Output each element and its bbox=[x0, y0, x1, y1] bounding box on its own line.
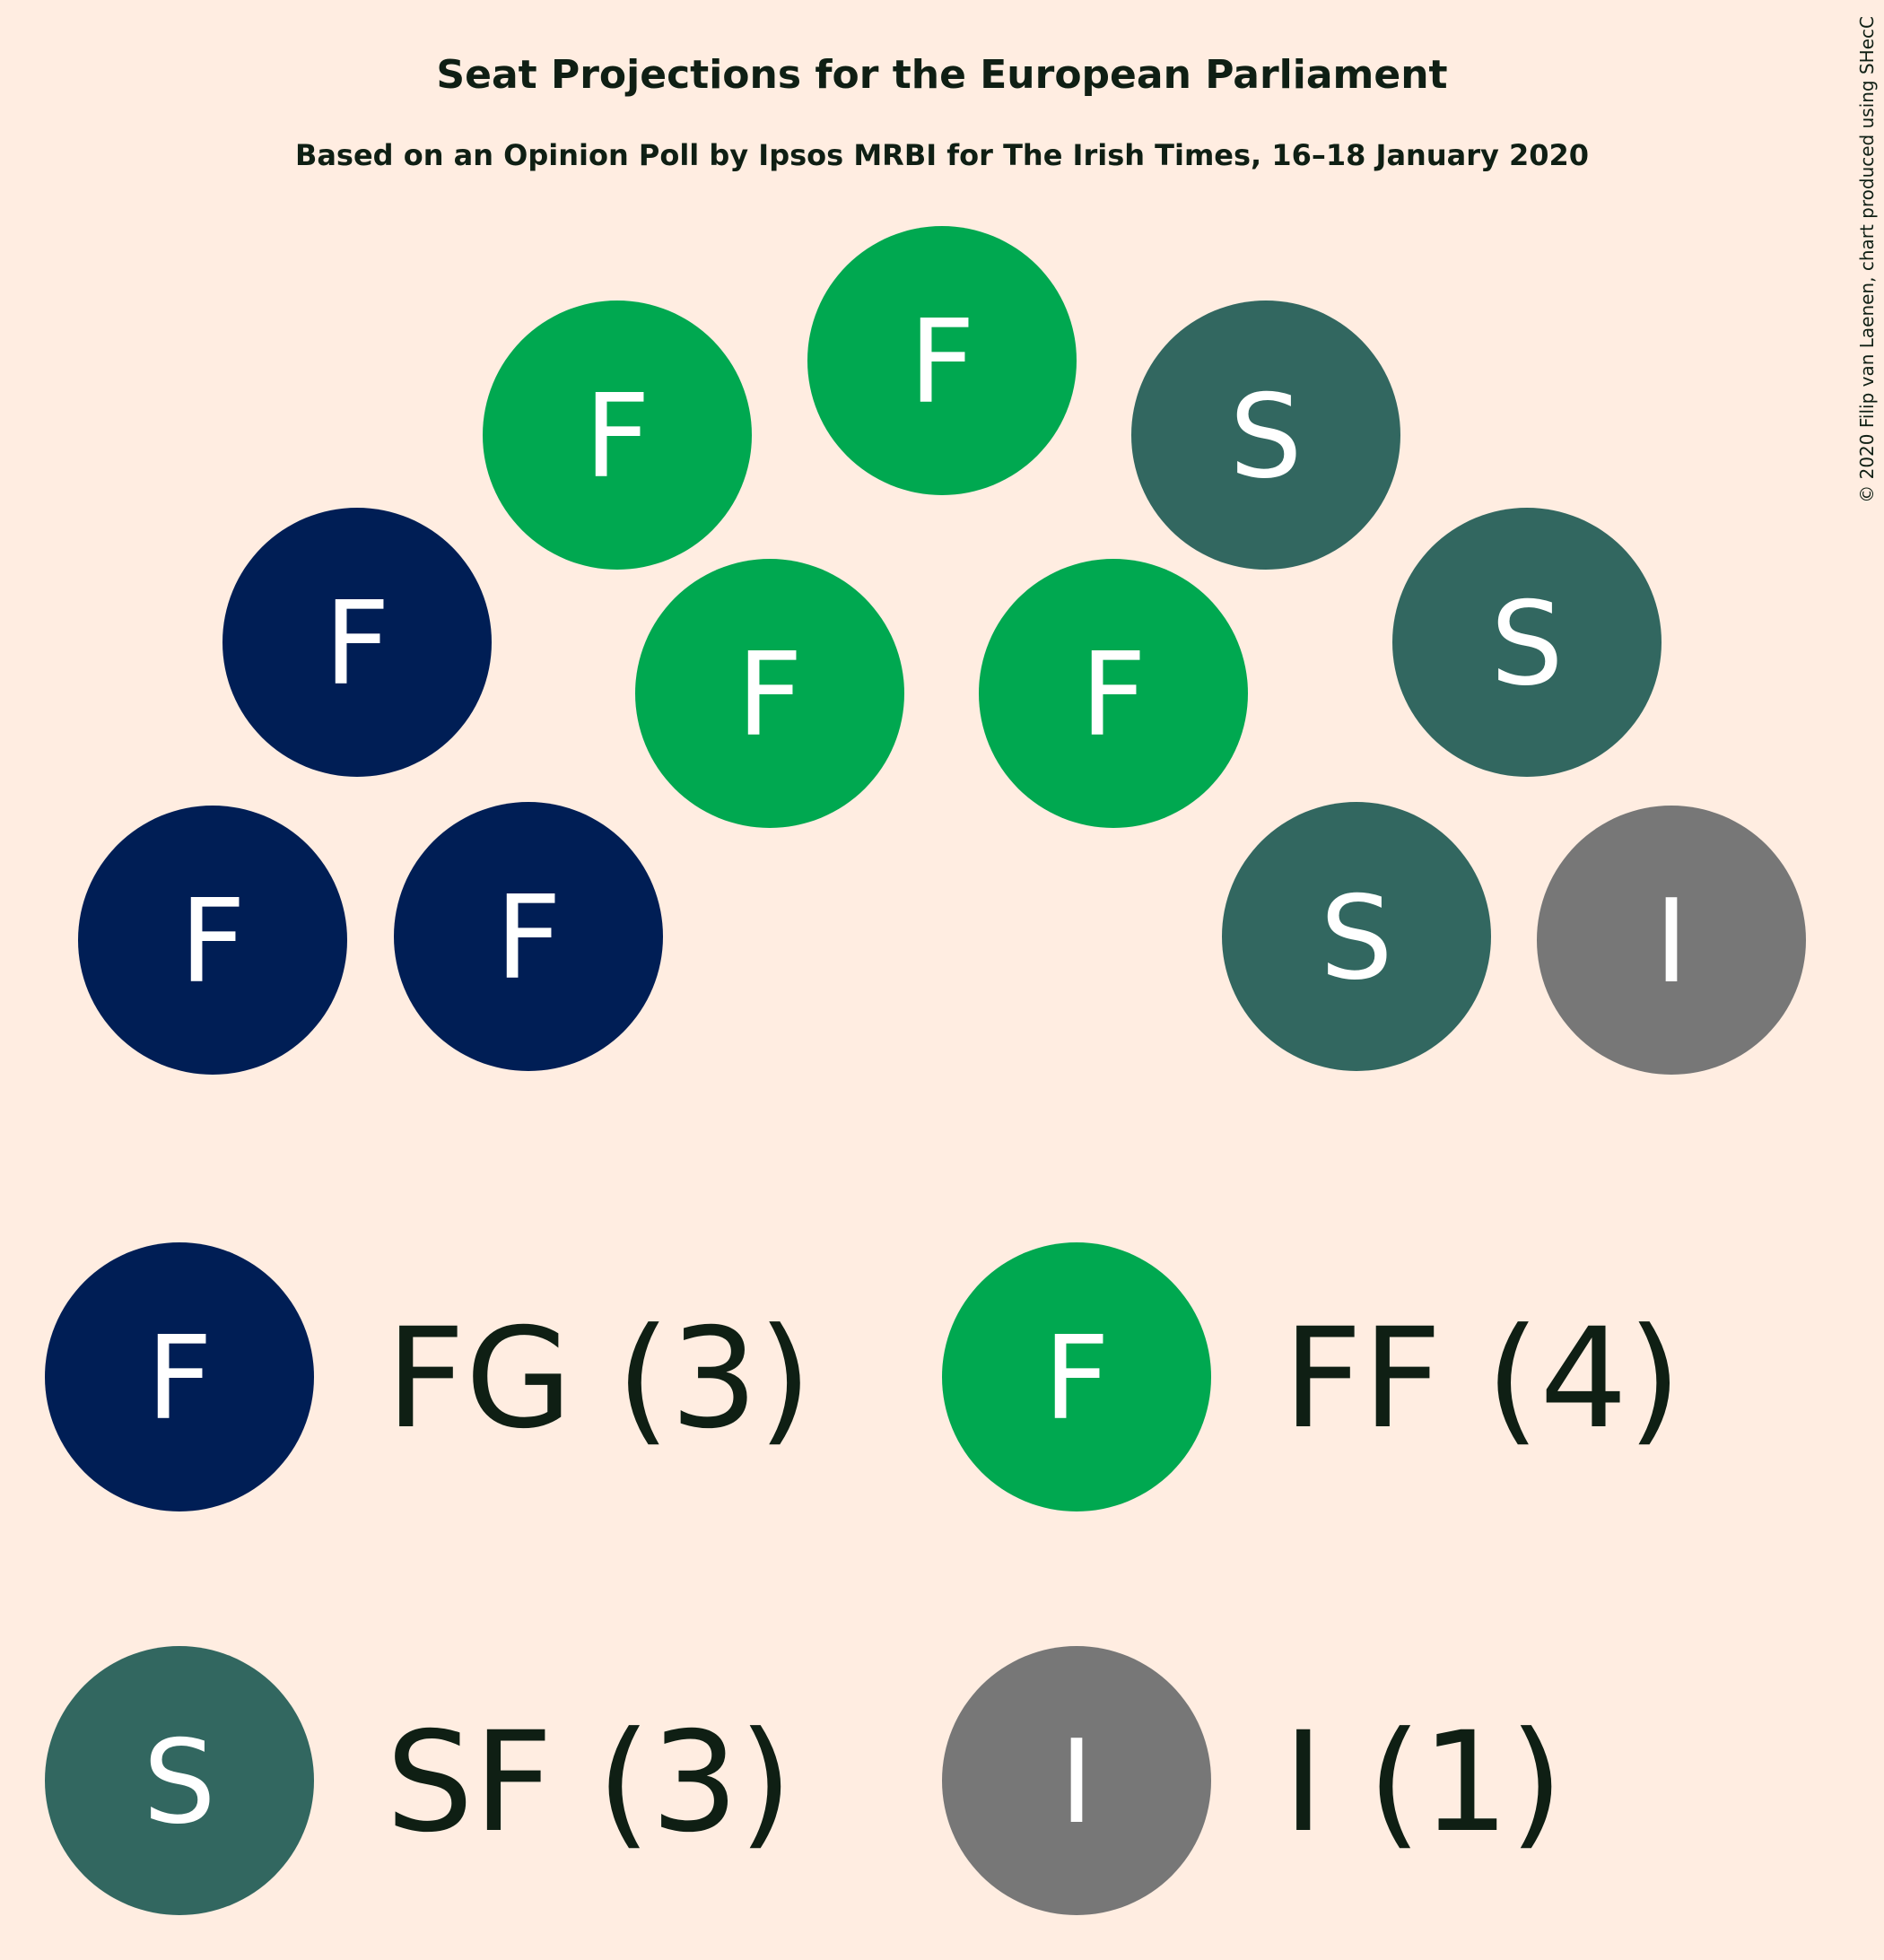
legend-label-sf: SF (3) bbox=[386, 1703, 792, 1863]
seat-letter-ff-4: F bbox=[584, 370, 650, 504]
seat-fg-1 bbox=[78, 806, 347, 1075]
seat-ff-6 bbox=[807, 226, 1077, 495]
legend: F FG (3) F FF (4) S SF (3) I I (1) bbox=[45, 1242, 1681, 1915]
seat-letter-sf-9: S bbox=[1490, 578, 1563, 711]
seat-ff-4 bbox=[483, 301, 752, 570]
seat-sf-8 bbox=[1131, 301, 1400, 570]
seat-letter-fg-1: F bbox=[179, 875, 246, 1009]
legend-letter-sf: S bbox=[143, 1716, 215, 1850]
seat-sf-10 bbox=[1222, 802, 1491, 1071]
seat-letter-ff-7: F bbox=[1080, 629, 1147, 762]
chart-subtitle: Based on an Opinion Poll by Ipsos MRBI f… bbox=[295, 138, 1589, 172]
legend-letter-i: I bbox=[1060, 1716, 1094, 1850]
legend-swatch-i bbox=[942, 1646, 1211, 1915]
seat-ff-7 bbox=[979, 559, 1248, 828]
seat-letter-sf-10: S bbox=[1320, 872, 1392, 1006]
legend-letter-fg: F bbox=[146, 1312, 213, 1446]
seat-letter-sf-8: S bbox=[1229, 370, 1302, 504]
seat-letter-fg-3: F bbox=[324, 578, 390, 711]
seat-fg-3 bbox=[222, 508, 492, 777]
seat-ff-5 bbox=[635, 559, 904, 828]
legend-label-i: I (1) bbox=[1283, 1703, 1564, 1863]
seat-fg-2 bbox=[394, 802, 663, 1071]
chart-title: Seat Projections for the European Parlia… bbox=[436, 52, 1447, 98]
legend-label-ff: FF (4) bbox=[1283, 1299, 1681, 1459]
seat-letter-ff-6: F bbox=[909, 296, 975, 430]
legend-swatch-fg bbox=[45, 1242, 314, 1511]
legend-swatch-ff bbox=[942, 1242, 1211, 1511]
seat-letter-ff-5: F bbox=[737, 629, 803, 762]
seat-letter-fg-2: F bbox=[495, 872, 562, 1006]
legend-swatch-sf bbox=[45, 1646, 314, 1915]
seat-letter-i-11: I bbox=[1654, 875, 1688, 1009]
seat-i-11 bbox=[1537, 806, 1806, 1075]
seat-sf-9 bbox=[1392, 508, 1662, 777]
legend-letter-ff: F bbox=[1043, 1312, 1110, 1446]
copyright-note: © 2020 Filip van Laenen, chart produced … bbox=[1856, 16, 1878, 503]
legend-label-fg: FG (3) bbox=[386, 1299, 812, 1459]
